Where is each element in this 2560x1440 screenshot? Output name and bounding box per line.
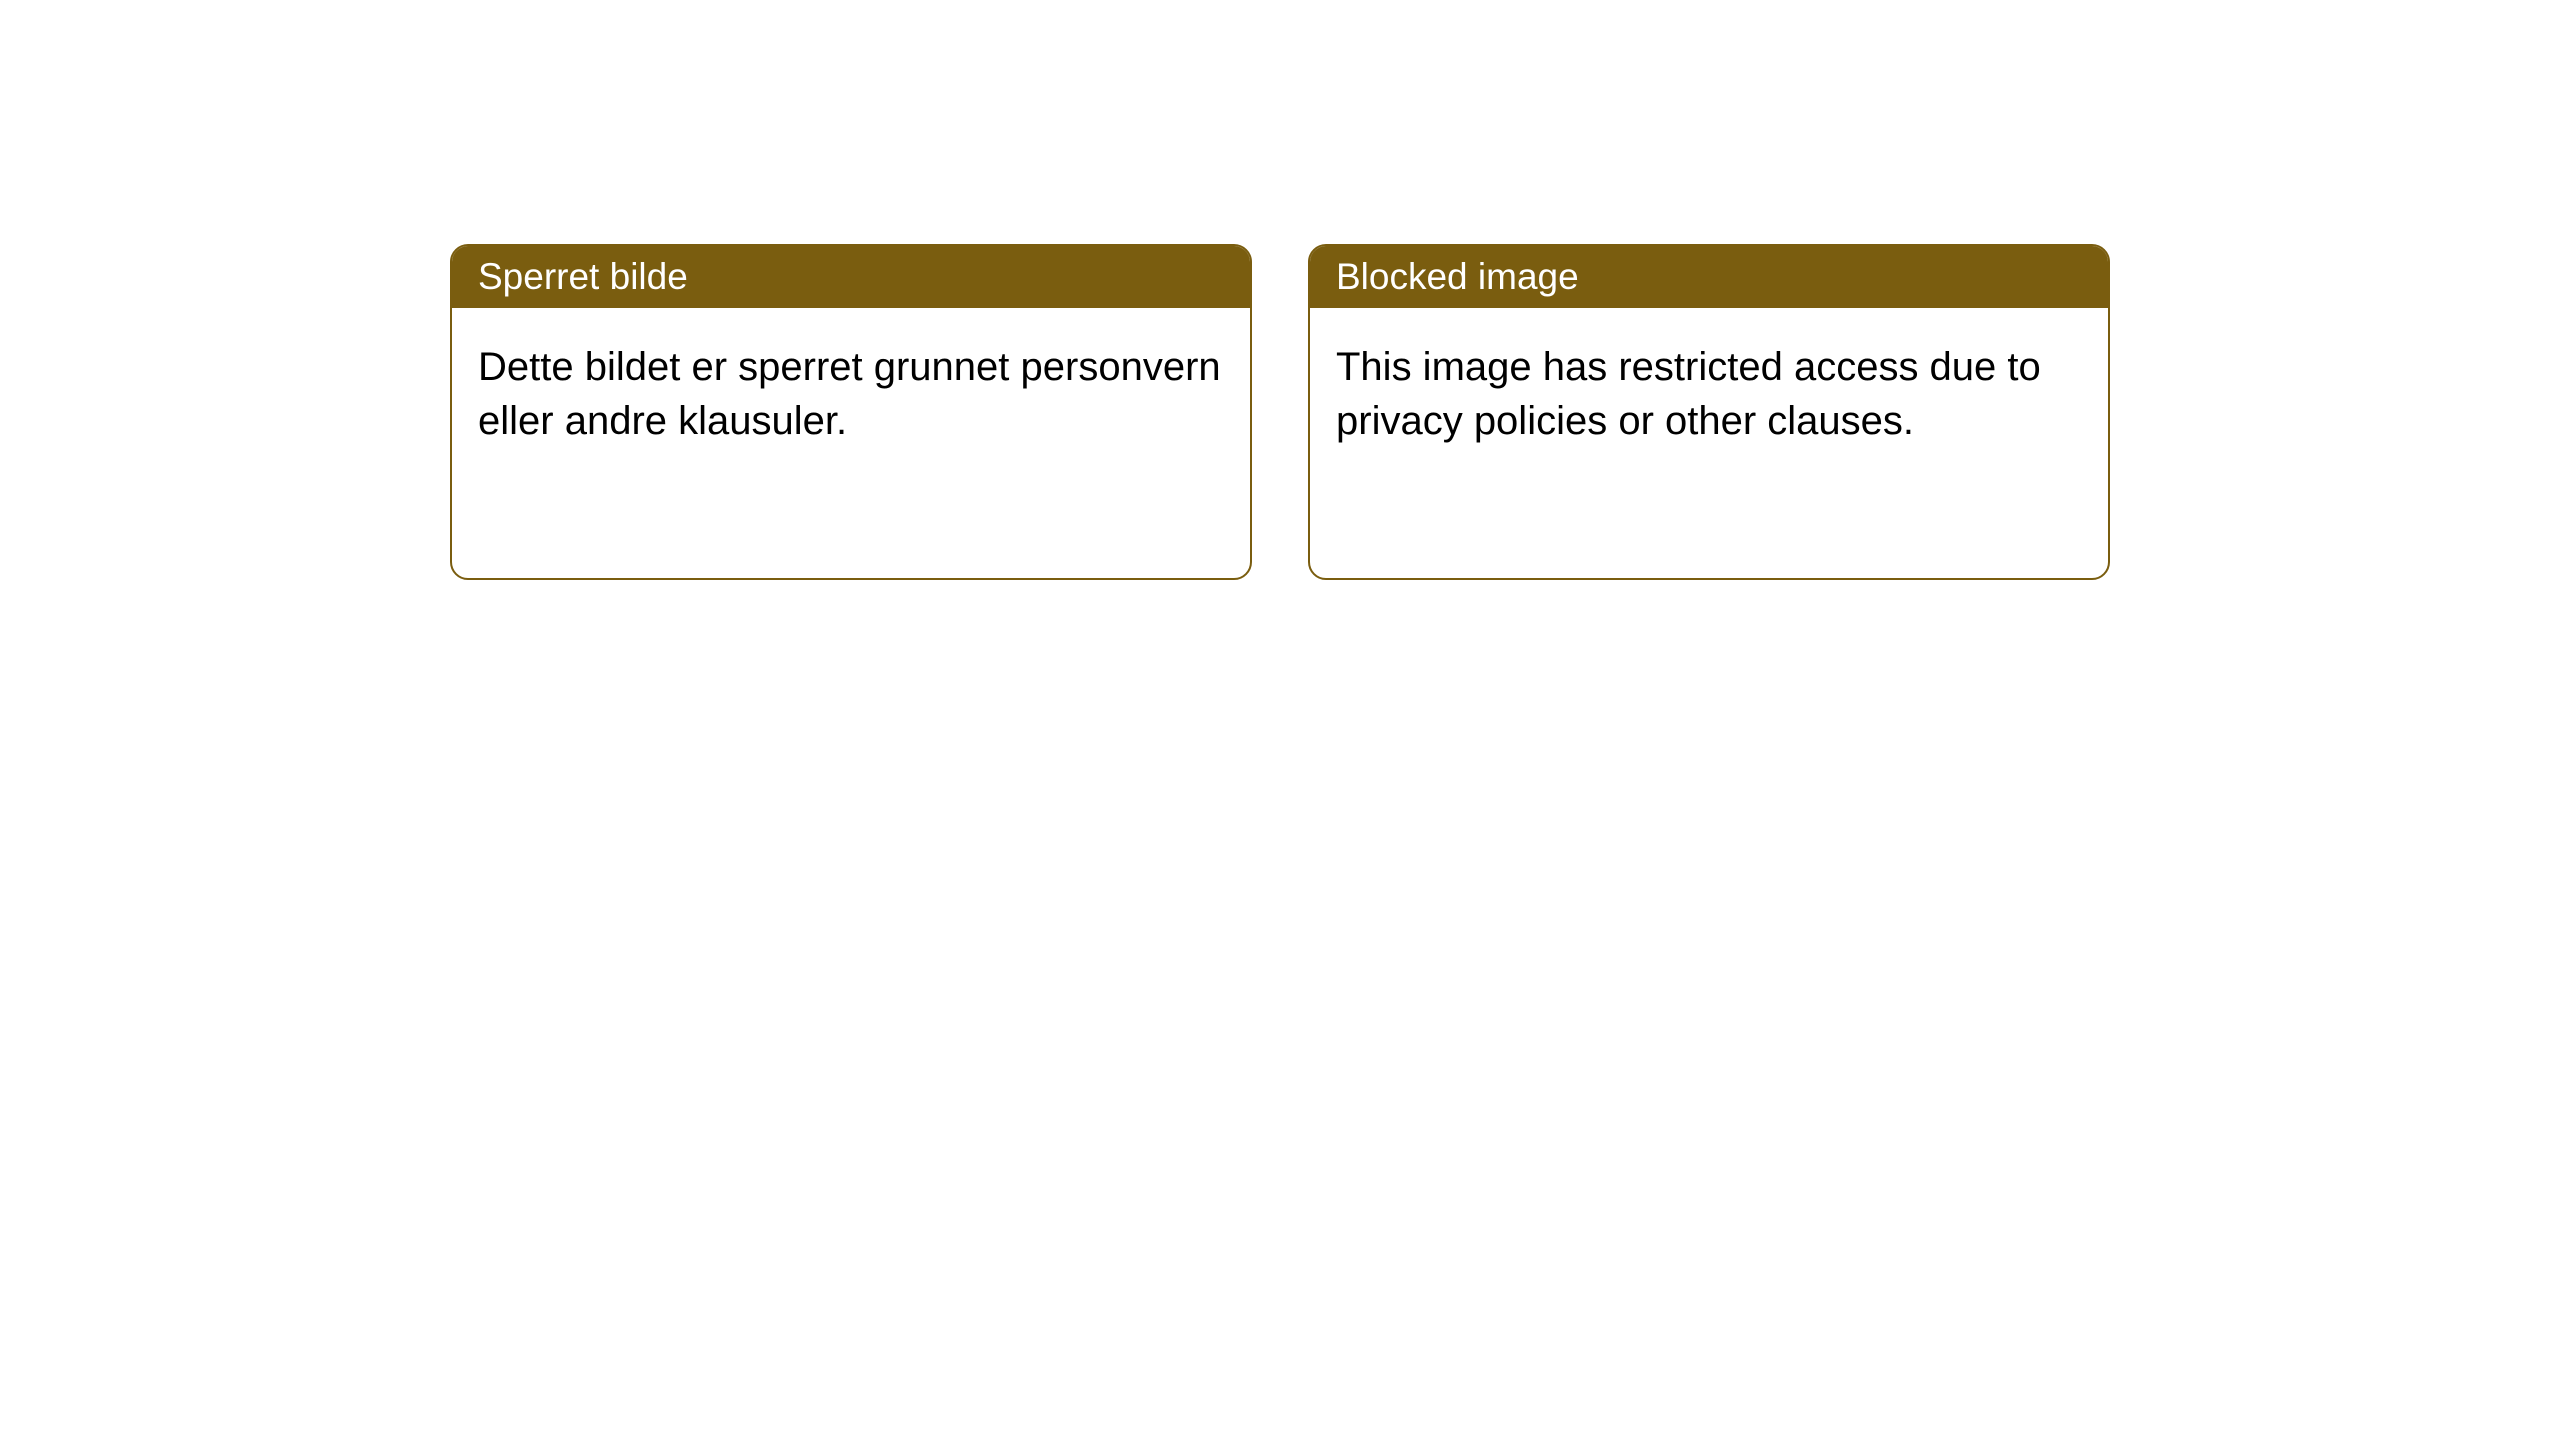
notice-card-english: Blocked image This image has restricted … (1308, 244, 2110, 580)
card-header: Sperret bilde (452, 246, 1250, 308)
card-header: Blocked image (1310, 246, 2108, 308)
card-body-text: This image has restricted access due to … (1310, 308, 2108, 578)
notice-card-norwegian: Sperret bilde Dette bildet er sperret gr… (450, 244, 1252, 580)
card-body-text: Dette bildet er sperret grunnet personve… (452, 308, 1250, 578)
notice-cards-container: Sperret bilde Dette bildet er sperret gr… (450, 244, 2110, 580)
